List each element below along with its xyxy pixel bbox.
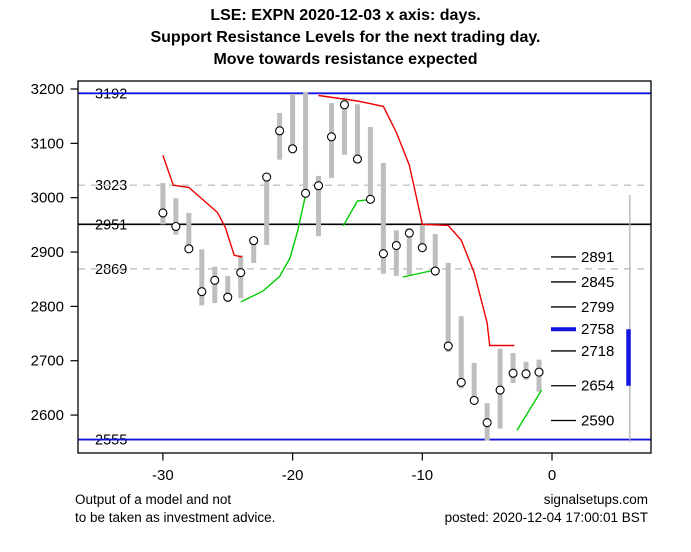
y-axis-tick-label: 2800 — [31, 298, 64, 315]
close-marker-day--26 — [210, 275, 220, 285]
right-level-label-2590: 2590 — [581, 413, 614, 430]
close-marker-day--11 — [404, 228, 414, 238]
price-bar-day--14 — [367, 127, 373, 200]
price-bar-day--26 — [212, 266, 218, 304]
price-bar-day--15 — [354, 104, 360, 162]
posted-timestamp-text: posted: 2020-12-04 17:00:01 BST — [444, 510, 648, 525]
close-marker-day--25 — [223, 292, 233, 302]
price-bar-day--11 — [406, 228, 412, 275]
price-bar-day--23 — [251, 237, 257, 263]
close-marker-day--7 — [456, 377, 466, 388]
close-marker-day--10 — [417, 243, 427, 253]
right-level-label-2654: 2654 — [581, 378, 614, 395]
close-marker-day--18 — [313, 181, 324, 191]
support-trend-line — [516, 389, 543, 431]
resistance-trend-line — [318, 94, 515, 347]
right-level-label-2845: 2845 — [581, 274, 614, 291]
level-label-2555: 2555 — [95, 433, 127, 449]
disclaimer-line-2: to be taken as investment advice. — [75, 510, 276, 525]
price-bar-day--19 — [303, 92, 309, 195]
close-marker-day--1 — [534, 367, 544, 377]
close-marker-day--27 — [197, 287, 207, 297]
close-marker-day--22 — [262, 172, 272, 182]
price-bar-day--25 — [225, 275, 231, 303]
support-trend-line — [240, 194, 307, 303]
level-label-2869: 2869 — [95, 262, 127, 278]
y-axis-tick-label: 2900 — [31, 244, 64, 261]
price-bar-day--28 — [186, 212, 192, 252]
close-marker-day--23 — [249, 236, 259, 246]
right-level-label-2758: 2758 — [581, 321, 614, 338]
source-site-text: signalsetups.com — [543, 492, 648, 507]
price-bar-day--8 — [445, 262, 451, 353]
price-bar-day--12 — [393, 230, 399, 276]
disclaimer-text: Output of a model and not to be taken as… — [75, 491, 275, 527]
price-bar-day--10 — [419, 224, 425, 250]
price-bar-day--16 — [341, 97, 347, 155]
y-axis-tick-label: 3200 — [31, 81, 64, 98]
close-marker-day--9 — [430, 266, 440, 276]
close-marker-day--19 — [301, 188, 311, 198]
price-bar-day--20 — [290, 93, 296, 151]
price-bar-day--9 — [432, 234, 438, 273]
level-label-2951: 2951 — [95, 217, 127, 233]
y-axis-tick-label: 3100 — [31, 135, 64, 152]
close-marker-day--16 — [339, 100, 350, 110]
close-marker-day--14 — [365, 194, 375, 204]
plot-border — [77, 80, 652, 454]
close-marker-day--3 — [508, 368, 518, 378]
level-label-3192: 3192 — [95, 86, 127, 102]
y-axis-tick-label: 2700 — [31, 353, 64, 370]
x-axis-tick-label: -20 — [282, 467, 304, 484]
price-bar-day--21 — [277, 112, 283, 160]
price-bar-day--6 — [471, 362, 477, 402]
close-marker-day--5 — [482, 418, 492, 428]
price-bar-day--13 — [380, 162, 386, 274]
close-marker-day--24 — [236, 268, 246, 278]
disclaimer-line-1: Output of a model and not — [75, 492, 232, 507]
price-bar-day--30 — [160, 183, 166, 225]
chart-title-line-1: LSE: EXPN 2020-12-03 x axis: days. — [210, 7, 481, 24]
close-marker-day--12 — [391, 240, 401, 251]
level-label-3023: 3023 — [95, 178, 127, 194]
price-bar-day--7 — [458, 316, 464, 389]
support-trend-line — [402, 269, 433, 278]
chart-title-line-2: Support Resistance Levels for the next t… — [150, 29, 541, 46]
close-marker-day--2 — [521, 369, 531, 379]
close-marker-day--13 — [378, 249, 388, 259]
price-bar-day--29 — [173, 198, 179, 235]
price-bar-day--22 — [264, 173, 270, 245]
close-marker-day--15 — [352, 154, 363, 164]
price-bar-day--18 — [316, 175, 322, 237]
close-marker-day--21 — [275, 126, 285, 136]
right-level-label-2718: 2718 — [581, 343, 614, 360]
x-axis-tick-label: -30 — [152, 467, 174, 484]
close-marker-day--8 — [443, 341, 453, 351]
right-level-label-2799: 2799 — [581, 299, 614, 316]
close-marker-day--4 — [495, 385, 505, 395]
x-axis-tick-label: -10 — [411, 467, 433, 484]
close-marker-day--28 — [184, 244, 194, 254]
close-marker-day--20 — [288, 144, 298, 154]
y-axis-tick-label: 2600 — [31, 407, 64, 424]
right-level-label-2891: 2891 — [581, 249, 614, 266]
chart-title-block: LSE: EXPN 2020-12-03 x axis: days. Suppo… — [0, 5, 691, 71]
x-axis-tick-label: 0 — [548, 467, 556, 484]
price-bar-day--27 — [199, 249, 205, 306]
close-marker-day--29 — [171, 221, 181, 232]
close-marker-day--30 — [158, 208, 168, 218]
price-bar-day--3 — [510, 353, 516, 384]
source-attribution: signalsetups.com posted: 2020-12-04 17:0… — [445, 491, 648, 527]
y-axis-tick-label: 3000 — [31, 190, 64, 207]
resistance-trend-line — [162, 155, 243, 258]
support-trend-line — [342, 198, 372, 227]
chart-title-line-3: Move towards resistance expected — [213, 51, 478, 68]
close-marker-day--17 — [326, 132, 337, 142]
close-marker-day--6 — [469, 395, 479, 405]
